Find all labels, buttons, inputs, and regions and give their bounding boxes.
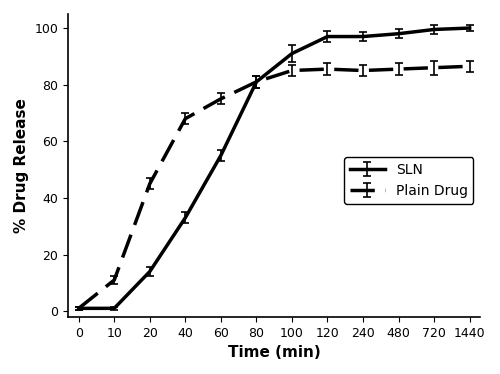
Y-axis label: % Drug Release: % Drug Release: [14, 98, 29, 233]
Legend: SLN, Plain Drug: SLN, Plain Drug: [344, 157, 474, 203]
X-axis label: Time (min): Time (min): [228, 345, 320, 360]
